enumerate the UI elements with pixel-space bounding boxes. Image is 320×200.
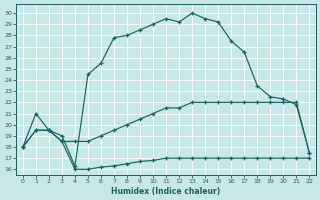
X-axis label: Humidex (Indice chaleur): Humidex (Indice chaleur) <box>111 187 221 196</box>
